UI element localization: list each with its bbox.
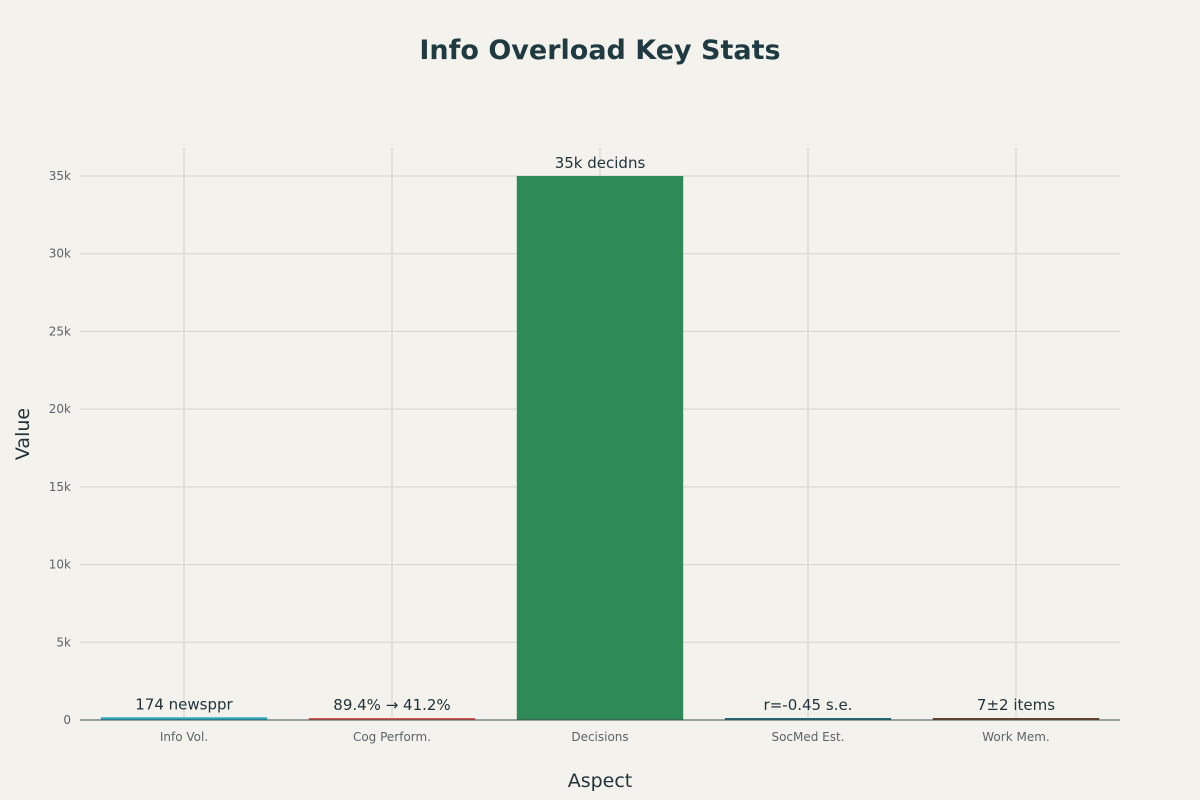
- y-tick-label: 5k: [56, 635, 71, 649]
- x-tick-label: SocMed Est.: [771, 730, 844, 744]
- x-tick-label: Cog Perform.: [353, 730, 431, 744]
- bar-decisions: [516, 175, 684, 720]
- y-axis-ticks: 0 5k 10k 15k 20k 25k 30k 35k: [49, 169, 71, 727]
- y-tick-label: 0: [63, 713, 71, 727]
- x-tick-label: Info Vol.: [160, 730, 208, 744]
- y-tick-label: 30k: [49, 247, 71, 261]
- bar-socmed-est: [724, 718, 892, 720]
- data-label: 7±2 items: [977, 696, 1055, 714]
- bar-info-vol: [100, 717, 268, 720]
- y-axis-title: Value: [12, 408, 34, 460]
- bars: [100, 175, 1100, 720]
- y-tick-label: 25k: [49, 324, 71, 338]
- bar-work-mem: [932, 718, 1100, 720]
- data-label: 174 newsppr: [135, 695, 233, 713]
- x-tick-label: Work Mem.: [982, 730, 1049, 744]
- y-tick-label: 35k: [49, 169, 71, 183]
- chart-title: Info Overload Key Stats: [419, 35, 780, 66]
- bar-cog-perform: [308, 718, 476, 720]
- data-label: 89.4% → 41.2%: [333, 696, 450, 714]
- data-labels: 174 newsppr 89.4% → 41.2% 35k decidns r=-0.…: [135, 154, 1055, 714]
- data-label: 35k decidns: [555, 154, 646, 172]
- y-tick-label: 20k: [49, 402, 71, 416]
- x-axis-ticks: Info Vol. Cog Perform. Decisions SocMed Est…: [160, 730, 1050, 744]
- y-tick-label: 10k: [49, 558, 71, 572]
- y-tick-label: 15k: [49, 480, 71, 494]
- x-tick-label: Decisions: [571, 730, 628, 744]
- data-label: r=-0.45 s.e.: [764, 696, 853, 714]
- x-axis-title: Aspect: [568, 770, 633, 792]
